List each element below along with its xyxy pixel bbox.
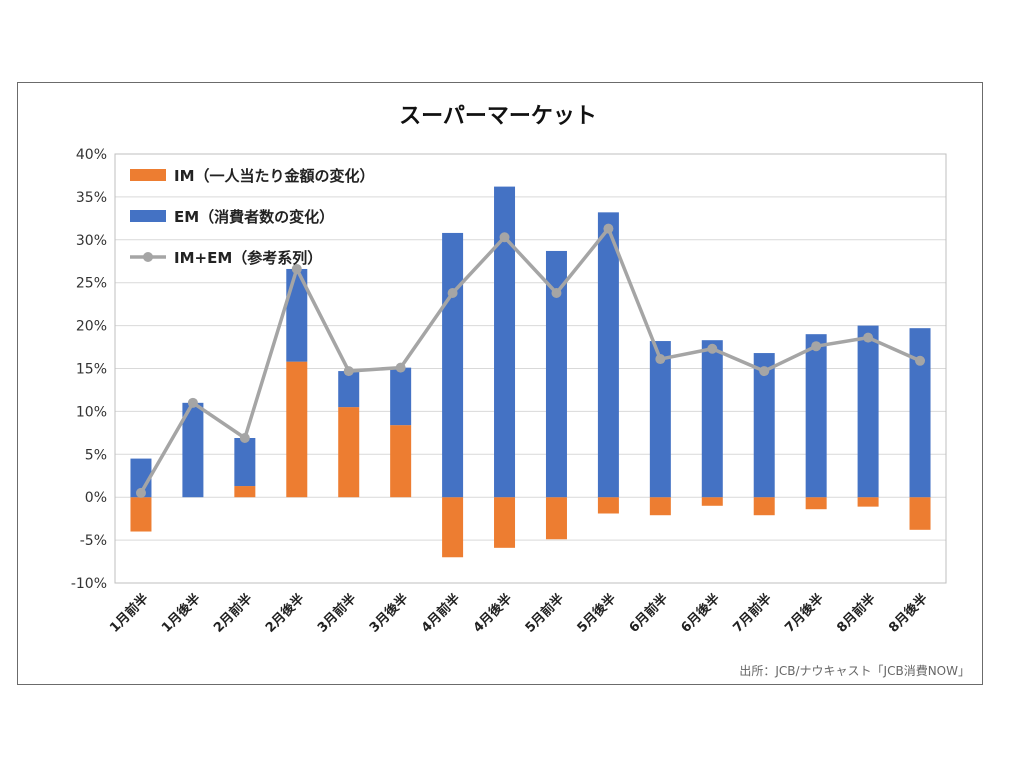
x-tick-label: 8月前半 xyxy=(834,591,879,636)
y-tick-label: 15% xyxy=(76,362,107,378)
im-bar xyxy=(597,497,619,514)
em-bar xyxy=(182,402,204,498)
im-bar xyxy=(909,497,931,530)
im-em-line xyxy=(139,226,921,494)
em-bar xyxy=(545,250,567,498)
im-em-point xyxy=(135,487,146,498)
x-tick-label: 5月前半 xyxy=(522,591,567,636)
x-tick-label: 7月前半 xyxy=(730,591,775,636)
im-bar xyxy=(649,497,671,516)
x-tick-label: 1月前半 xyxy=(107,591,152,636)
legend-label: IM+EM（参考系列） xyxy=(174,249,322,267)
x-tick-label: 6月前半 xyxy=(626,591,671,636)
em-bar xyxy=(442,232,464,498)
chart-title: スーパーマーケット xyxy=(399,104,597,129)
em-bar xyxy=(701,340,723,498)
x-tick-label: 7月後半 xyxy=(782,591,827,636)
im-em-point xyxy=(395,362,406,373)
im-bar xyxy=(234,486,256,498)
im-em-point xyxy=(551,287,562,298)
legend-swatch xyxy=(130,169,166,181)
em-bar xyxy=(234,437,256,487)
im-em-point xyxy=(343,366,354,377)
x-tick-label: 4月後半 xyxy=(470,591,515,636)
im-bar xyxy=(130,497,152,532)
im-bar xyxy=(701,497,723,506)
em-bar xyxy=(597,212,619,498)
em-bar xyxy=(805,334,827,498)
legend-swatch xyxy=(130,210,166,222)
im-bar xyxy=(805,497,827,510)
em-bar xyxy=(649,341,671,498)
im-bar xyxy=(857,497,879,507)
im-em-point xyxy=(239,432,250,443)
legend-label: IM（一人当たり金額の変化） xyxy=(174,167,375,185)
legend-marker xyxy=(143,252,153,262)
x-tick-label: 6月後半 xyxy=(678,591,723,636)
y-tick-label: -10% xyxy=(71,576,107,592)
im-em-point xyxy=(915,355,926,366)
em-bar xyxy=(494,186,516,498)
em-bar xyxy=(909,328,931,498)
em-bar xyxy=(338,371,360,408)
line-layer xyxy=(135,223,926,498)
x-tick-label: 8月後半 xyxy=(886,591,931,636)
legend-label: EM（消費者数の変化） xyxy=(174,208,334,226)
im-em-point xyxy=(603,223,614,234)
im-em-point xyxy=(499,232,510,243)
y-tick-label: 5% xyxy=(85,447,107,463)
y-axis-ticks: -10% -5% 0% 5% 10% 15% 20% 25% 30% 35% 40% xyxy=(71,147,107,592)
em-bar xyxy=(390,367,412,426)
im-bar xyxy=(494,497,516,548)
x-axis-ticks: 1月前半 1月後半 2月前半 2月後半 3月前半 3月後半 4月前半 4月後半 5月前半 5月後半… xyxy=(107,591,931,636)
x-tick-label: 4月前半 xyxy=(418,591,463,636)
em-bar xyxy=(753,353,775,498)
y-tick-label: 20% xyxy=(76,319,107,335)
im-bar xyxy=(753,497,775,516)
im-em-point xyxy=(291,263,302,274)
em-bar xyxy=(130,458,152,498)
y-tick-label: 40% xyxy=(76,147,107,163)
x-tick-label: 2月前半 xyxy=(210,591,255,636)
y-tick-label: 25% xyxy=(76,276,107,292)
em-bar xyxy=(286,268,308,362)
grid-layer xyxy=(114,153,947,584)
im-bar xyxy=(338,407,360,498)
im-em-point xyxy=(707,343,718,354)
bar-layer xyxy=(130,186,931,558)
y-tick-label: 0% xyxy=(85,490,107,506)
y-tick-label: 10% xyxy=(76,404,107,420)
plot-area-border xyxy=(114,153,947,584)
im-em-point xyxy=(811,341,822,352)
im-bar xyxy=(286,361,308,498)
im-bar xyxy=(442,497,464,558)
y-tick-label: -5% xyxy=(80,533,107,549)
x-tick-label: 1月後半 xyxy=(158,591,203,636)
im-em-point xyxy=(447,287,458,298)
x-tick-label: 2月後半 xyxy=(262,591,307,636)
y-tick-label: 35% xyxy=(76,190,107,206)
im-em-point xyxy=(187,397,198,408)
source-note: 出所：JCB/ナウキャスト「JCB消費NOW」 xyxy=(739,663,970,678)
chart-frame: スーパーマーケット -10% -5% 0% 5% 10% 15% 20% 25% 30% 35% 4… xyxy=(17,82,983,685)
x-tick-label: 5月後半 xyxy=(574,591,619,636)
x-tick-label: 3月後半 xyxy=(366,591,411,636)
legend: IM（一人当たり金額の変化） EM（消費者数の変化） IM+EM（参考系列） xyxy=(130,167,375,267)
im-em-point xyxy=(863,332,874,343)
x-tick-label: 3月前半 xyxy=(314,591,359,636)
chart-svg: スーパーマーケット -10% -5% 0% 5% 10% 15% 20% 25% 30% 35% 4… xyxy=(71,104,970,678)
im-em-point xyxy=(759,366,770,377)
im-bar xyxy=(545,497,567,540)
em-bar xyxy=(857,325,879,498)
im-bar xyxy=(390,425,412,498)
im-em-point xyxy=(655,354,666,365)
y-tick-label: 30% xyxy=(76,233,107,249)
